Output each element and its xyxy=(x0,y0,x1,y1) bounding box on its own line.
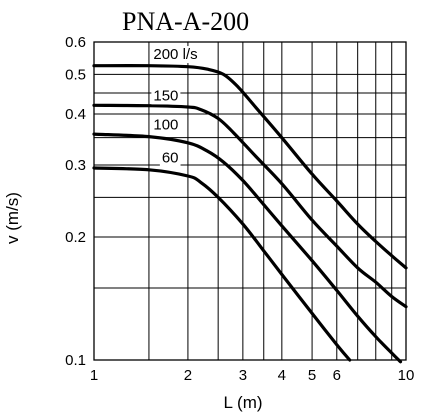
curve-label: 100 xyxy=(153,117,178,134)
x-tick-label: 4 xyxy=(278,367,286,384)
y-tick-label: 0.3 xyxy=(65,157,86,174)
curve-label-background xyxy=(151,87,181,105)
x-tick-label: 2 xyxy=(184,367,192,384)
grid-layer xyxy=(93,41,407,361)
curve-label: 60 xyxy=(162,150,179,167)
y-tick-label: 0.6 xyxy=(65,34,86,51)
x-tick-label: 10 xyxy=(398,367,415,384)
flow-curve xyxy=(92,103,408,309)
flow-curve xyxy=(92,132,403,364)
x-axis-label: L (m) xyxy=(223,393,262,412)
curve-label-background xyxy=(151,116,181,134)
chart-title: PNA-A-200 xyxy=(122,7,249,36)
x-tick-label: 5 xyxy=(308,367,316,384)
plot-frame xyxy=(93,41,407,361)
tick-layer: 1 2 3 4 5 6 10 0.1 0.2 0.3 0.4 0.5 0.6 xyxy=(65,34,414,384)
x-tick-label: 6 xyxy=(333,367,341,384)
curve-label-background xyxy=(151,46,200,64)
curve-label: 150 xyxy=(153,87,178,104)
y-tick-label: 0.5 xyxy=(65,66,86,83)
curve-label: 200 l/s xyxy=(153,46,197,63)
y-tick-label: 0.4 xyxy=(65,106,86,123)
flow-curve xyxy=(92,64,408,270)
label-layer: 200 l/s 150 100 60 xyxy=(151,46,200,167)
x-tick-label: 1 xyxy=(90,367,98,384)
x-tick-label: 3 xyxy=(239,367,247,384)
y-tick-label: 0.1 xyxy=(65,352,86,369)
curve-layer xyxy=(92,64,408,364)
y-axis-label: v (m/s) xyxy=(3,192,22,244)
curve-label-background xyxy=(159,149,181,167)
y-tick-label: 0.2 xyxy=(65,229,86,246)
flow-curve xyxy=(92,166,352,362)
